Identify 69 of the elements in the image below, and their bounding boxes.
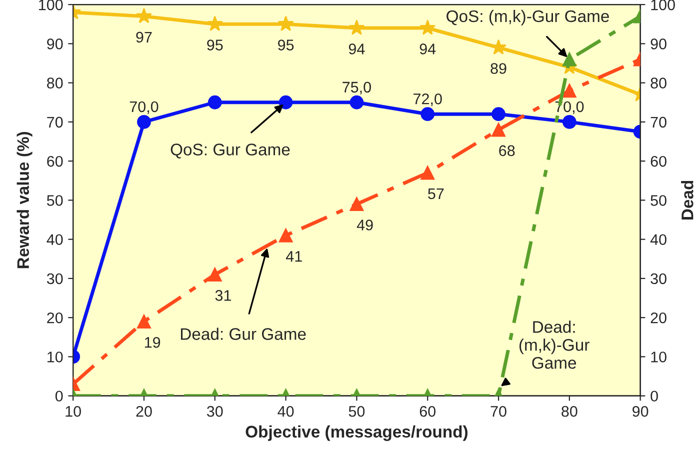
point bbox=[136, 8, 152, 24]
y2-tick-label: 20 bbox=[650, 312, 666, 324]
point bbox=[137, 114, 151, 129]
data-label: 57 bbox=[428, 188, 444, 200]
point bbox=[206, 16, 223, 31]
point bbox=[420, 107, 435, 122]
y-axis-title: Reward value (%) bbox=[16, 132, 32, 268]
y-tick-label: 90 bbox=[47, 38, 63, 50]
y-tick-label: 70 bbox=[47, 116, 63, 128]
point bbox=[350, 95, 364, 110]
y-tick-label: 50 bbox=[46, 195, 63, 206]
data-label: 97 bbox=[136, 32, 152, 43]
data-label: 49 bbox=[356, 220, 373, 230]
data-label: 94 bbox=[420, 44, 436, 54]
point bbox=[492, 107, 506, 122]
x-tick-label: 70 bbox=[490, 406, 506, 417]
data-label: 70,0 bbox=[130, 101, 158, 114]
data-label: 41 bbox=[286, 251, 302, 262]
x-tick-label: 90 bbox=[632, 406, 648, 417]
y-tick-label: 80 bbox=[47, 78, 63, 88]
x-tick-label: 20 bbox=[136, 406, 152, 417]
point bbox=[278, 95, 293, 110]
point bbox=[562, 52, 576, 66]
point bbox=[562, 114, 576, 129]
x-tick-label: 40 bbox=[278, 406, 294, 417]
y2-tick-label: 40 bbox=[650, 234, 666, 246]
x-tick-label: 50 bbox=[348, 406, 365, 417]
data-label: 68 bbox=[499, 145, 515, 156]
point bbox=[350, 197, 364, 212]
x-axis-title: Objective (messages/round) bbox=[246, 425, 468, 441]
point bbox=[208, 95, 222, 110]
point bbox=[492, 122, 506, 137]
y2-tick-label: 60 bbox=[650, 156, 666, 167]
y-tick-label: 30 bbox=[46, 273, 63, 284]
y2-tick-label: 30 bbox=[650, 273, 666, 284]
y2-tick-label: 50 bbox=[650, 195, 666, 206]
point bbox=[562, 84, 576, 98]
y2-tick-label: 90 bbox=[650, 38, 666, 50]
y2-tick-label: 0 bbox=[650, 390, 658, 402]
data-label: 95 bbox=[278, 40, 294, 50]
annotation: QoS: (m,k)-Gur Game bbox=[446, 10, 609, 26]
x-tick-label: 60 bbox=[420, 406, 436, 417]
y-tick-label: 20 bbox=[47, 312, 63, 324]
y-tick-label: 40 bbox=[46, 234, 63, 246]
x-tick-label: 80 bbox=[562, 406, 578, 417]
data-label: 95 bbox=[207, 40, 223, 50]
data-label: 31 bbox=[215, 290, 231, 301]
y2-tick-label: 10 bbox=[651, 352, 666, 362]
y2-axis-title: Dead bbox=[681, 180, 694, 220]
point bbox=[278, 16, 294, 31]
point bbox=[278, 228, 293, 242]
data-label: 94 bbox=[348, 44, 365, 54]
data-label: 75,0 bbox=[342, 82, 371, 94]
data-label: 89 bbox=[490, 63, 506, 74]
y2-tick-label: 70 bbox=[650, 116, 666, 128]
y-tick-label: 60 bbox=[47, 156, 63, 167]
annotation: Dead: (m,k)-Gur Game bbox=[519, 320, 590, 369]
x-tick-label: 30 bbox=[206, 406, 223, 417]
y2-tick-label: 80 bbox=[650, 78, 666, 88]
y-tick-label: 0 bbox=[55, 390, 63, 402]
annotation: Dead: Gur Game bbox=[180, 328, 306, 340]
point bbox=[420, 20, 436, 35]
point bbox=[348, 20, 365, 35]
point bbox=[420, 166, 435, 180]
data-label: 72,0 bbox=[414, 94, 442, 106]
annotation: QoS: Gur Game bbox=[170, 144, 290, 158]
y-tick-label: 10 bbox=[48, 352, 63, 362]
data-label: 19 bbox=[144, 337, 160, 348]
x-tick-label: 10 bbox=[66, 406, 81, 417]
